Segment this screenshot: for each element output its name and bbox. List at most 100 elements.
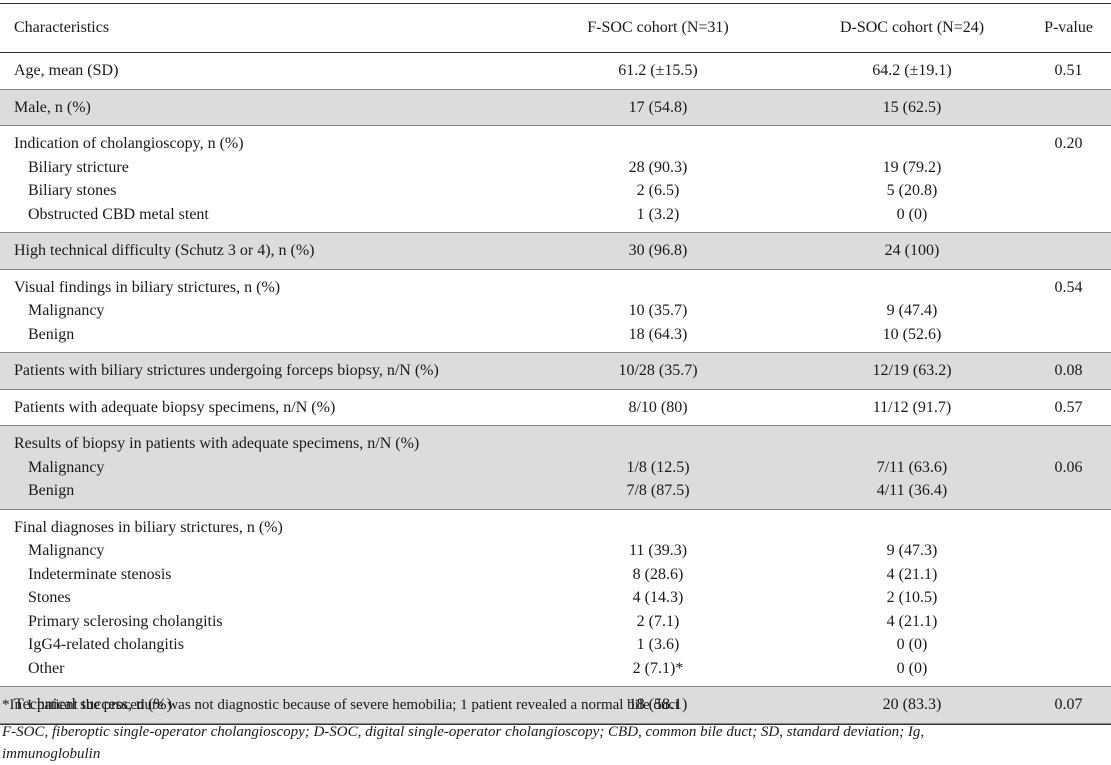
- fsoc-value-cell: 30 (96.8): [518, 232, 798, 269]
- dsoc-value-cell: 15 (62.5): [798, 89, 1026, 126]
- row-label: Benign: [28, 482, 75, 499]
- fsoc-value-cell: 10 (35.7) 18 (64.3): [518, 269, 798, 353]
- p-value: 0.54: [1054, 278, 1083, 296]
- row-label: Obstructed CBD metal stent: [28, 205, 209, 223]
- fsoc-value-cell: 61.2 (±15.5): [518, 52, 798, 89]
- p-value: [1026, 323, 1111, 347]
- row-label: Age, mean (SD): [14, 62, 119, 79]
- p-value: 0.07: [1054, 696, 1083, 713]
- p-value-cell: 0.51: [1026, 52, 1111, 89]
- p-value: [1026, 203, 1111, 227]
- row-label: Other: [28, 659, 65, 677]
- dsoc-value: [798, 132, 1026, 156]
- row-label-cell: Indication of cholangioscopy, n (%) Bilia…: [0, 125, 518, 233]
- header-dsoc-cohort: D-SOC cohort (N=24): [798, 4, 1026, 53]
- fsoc-value: 2 (6.5): [636, 182, 680, 199]
- p-value: 0.06: [1054, 458, 1083, 476]
- row-label: Malignancy: [28, 458, 105, 476]
- row-label: IgG4-related cholangitis: [28, 636, 184, 653]
- fsoc-value: 1/8 (12.5): [626, 458, 690, 476]
- row-label: Biliary stricture: [28, 158, 129, 176]
- row-label: High technical difficulty (Schutz 3 or 4…: [14, 242, 315, 259]
- row-label-cell: Final diagnoses in biliary strictures, n…: [0, 509, 518, 687]
- dsoc-value: 9 (47.3): [886, 542, 938, 559]
- dsoc-value-cell: 9 (47.4) 10 (52.6): [798, 269, 1026, 353]
- p-value-cell: 0.54: [1026, 269, 1111, 353]
- table-footnote: *In 1 patient the procedure was not diag…: [2, 697, 680, 713]
- fsoc-value: [518, 432, 798, 456]
- row-label: Visual findings in biliary strictures, n…: [14, 278, 281, 296]
- dsoc-value: [798, 276, 1026, 300]
- dsoc-value: 0 (0): [896, 659, 928, 677]
- fsoc-value: 30 (96.8): [628, 242, 688, 259]
- p-value: [1026, 432, 1111, 456]
- row-label: Technical success, n (%): [14, 696, 172, 713]
- row-label-cell: Results of biopsy in patients with adequ…: [0, 425, 518, 509]
- dsoc-value: 2 (10.5): [886, 589, 938, 606]
- table-row: Visual findings in biliary strictures, n…: [0, 269, 1111, 353]
- table-row: Patients with biliary strictures undergo…: [0, 352, 1111, 389]
- dsoc-value: [798, 432, 1026, 456]
- table-row: Patients with adequate biopsy specimens,…: [0, 389, 1111, 426]
- p-value: [1026, 539, 1111, 563]
- dsoc-value: 0 (0): [896, 636, 928, 653]
- p-value: [1026, 299, 1111, 323]
- row-label-cell: Age, mean (SD): [0, 52, 518, 89]
- p-value: [1026, 657, 1111, 681]
- p-value: [1026, 586, 1111, 610]
- p-value: [1026, 156, 1111, 180]
- fsoc-value: [518, 516, 798, 540]
- fsoc-value: 61.2 (±15.5): [618, 62, 698, 79]
- fsoc-value: 2 (7.1): [636, 612, 680, 630]
- dsoc-value: 4 (21.1): [886, 565, 938, 583]
- dsoc-value: 19 (79.2): [882, 158, 942, 176]
- p-value: [1026, 239, 1111, 263]
- p-value-cell: 0.07: [1026, 686, 1111, 723]
- p-value: 0.08: [1054, 362, 1083, 379]
- dsoc-value-cell: 12/19 (63.2): [798, 352, 1026, 389]
- dsoc-value: 11/12 (91.7): [872, 398, 952, 416]
- table-header-row: Characteristics F-SOC cohort (N=31) D-SO…: [0, 4, 1111, 53]
- fsoc-value: 1 (3.6): [636, 636, 680, 653]
- table-row: Technical success, n (%) 18 (58.1) 20 (83.…: [0, 686, 1111, 723]
- row-label: Final diagnoses in biliary strictures, n…: [14, 518, 283, 536]
- header-fsoc-cohort: F-SOC cohort (N=31): [518, 4, 798, 53]
- dsoc-value: 64.2 (±19.1): [872, 62, 952, 79]
- row-label-cell: Patients with biliary strictures undergo…: [0, 352, 518, 389]
- p-value-cell: [1026, 509, 1111, 687]
- fsoc-value-cell: 1/8 (12.5) 7/8 (87.5): [518, 425, 798, 509]
- fsoc-value-cell: 18 (58.1): [518, 686, 798, 723]
- fsoc-value-cell: 8/10 (80): [518, 389, 798, 426]
- dsoc-value: 4 (21.1): [886, 612, 938, 630]
- fsoc-value: 18 (64.3): [628, 325, 688, 343]
- row-label: Indication of cholangioscopy, n (%): [14, 135, 244, 152]
- p-value-cell: 0.57: [1026, 389, 1111, 426]
- dsoc-value: 7/11 (63.6): [876, 458, 948, 476]
- dsoc-value: 15 (62.5): [882, 98, 942, 116]
- row-label: Malignancy: [28, 302, 105, 319]
- table-row: Age, mean (SD) 61.2 (±15.5) 64.2 (±19.1) 0.…: [0, 52, 1111, 89]
- p-value-cell: [1026, 89, 1111, 126]
- fsoc-value: 10/28 (35.7): [618, 362, 698, 379]
- p-value: 0.57: [1054, 398, 1083, 416]
- dsoc-value: 0 (0): [896, 205, 928, 223]
- fsoc-value: 4 (14.3): [632, 589, 684, 606]
- header-p-value: P-value: [1026, 4, 1111, 53]
- dsoc-value-cell: 9 (47.3) 4 (21.1) 2 (10.5) 4 (21.1) 0 (0) 0 (…: [798, 509, 1026, 687]
- p-value: 0.20: [1054, 135, 1083, 152]
- table-row: Male, n (%) 17 (54.8) 15 (62.5): [0, 89, 1111, 126]
- row-label-cell: Patients with adequate biopsy specimens,…: [0, 389, 518, 426]
- fsoc-value: 11 (39.3): [628, 542, 688, 559]
- row-label: Patients with biliary strictures undergo…: [14, 362, 439, 379]
- fsoc-value: 7/8 (87.5): [626, 482, 690, 499]
- fsoc-value-cell: 28 (90.3) 2 (6.5) 1 (3.2): [518, 125, 798, 233]
- row-label-cell: Technical success, n (%): [0, 686, 518, 723]
- p-value: [1026, 479, 1111, 503]
- dsoc-value: 10 (52.6): [882, 325, 942, 343]
- table-row: Indication of cholangioscopy, n (%) Bilia…: [0, 125, 1111, 233]
- p-value: [1026, 563, 1111, 587]
- p-value: [1026, 96, 1111, 120]
- fsoc-value: [518, 276, 798, 300]
- dsoc-value: 24 (100): [884, 242, 940, 259]
- fsoc-value-cell: 17 (54.8): [518, 89, 798, 126]
